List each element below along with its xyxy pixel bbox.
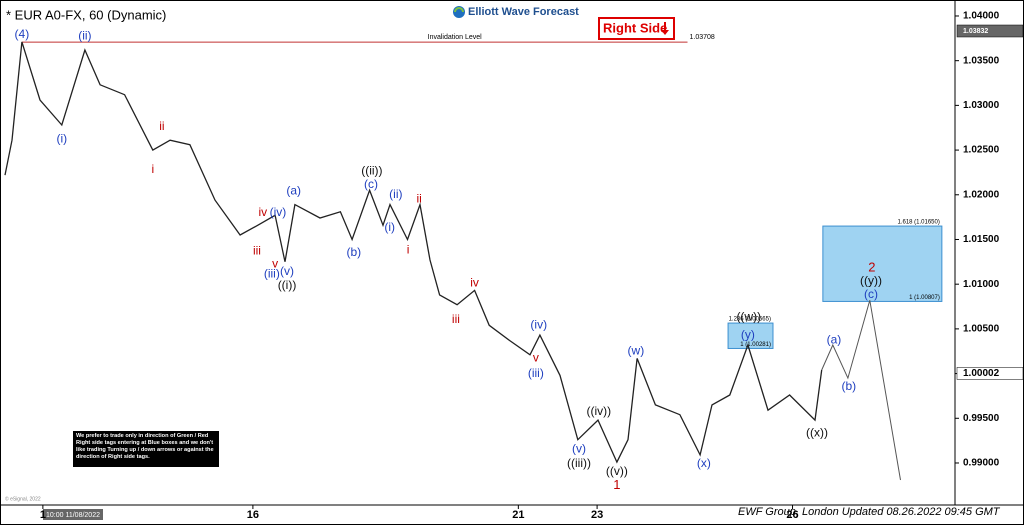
- price-line: [821, 300, 901, 481]
- copyright: © eSignal, 2022: [5, 495, 41, 502]
- tag-arrow: [661, 22, 669, 35]
- logo: Elliott Wave Forecast: [453, 6, 579, 18]
- wave-label: (i): [384, 220, 395, 234]
- wave-label: (ii): [389, 187, 402, 201]
- wave-label: (iii): [528, 366, 544, 380]
- box-upper-label: 1.618 (1.01650): [897, 220, 939, 226]
- footer: EWF Group, London Updated 08.26.2022 09:…: [738, 506, 1001, 518]
- wave-label: (v): [280, 264, 294, 278]
- wave-label: (v): [572, 442, 586, 456]
- wave-label: (w): [628, 343, 645, 357]
- invalidation-text: Invalidation Level: [428, 34, 483, 41]
- wave-label: 2: [868, 260, 875, 275]
- wave-label: (a): [827, 333, 842, 347]
- wave-label: i: [152, 162, 155, 176]
- y-tick-label: 0.99000: [963, 458, 1000, 469]
- cursor-box: [43, 509, 103, 520]
- box-lower-label: 1 (1.00281): [740, 342, 771, 348]
- price-tag: [956, 367, 1024, 380]
- wave-label: (y): [741, 327, 755, 341]
- right-side-tag: Right Side: [598, 17, 675, 40]
- x-tick-label: 26: [786, 509, 798, 521]
- wave-label: ((iv)): [587, 404, 612, 418]
- price-line: [4, 41, 823, 464]
- wave-label: (a): [286, 183, 301, 197]
- wave-label: iv: [470, 275, 479, 289]
- wave-label: ((i)): [278, 278, 297, 292]
- wave-label: ii: [416, 191, 421, 205]
- wave-label: iv: [258, 205, 267, 219]
- price-tag-label: 1.00002: [963, 368, 1000, 379]
- logo-text: Elliott Wave Forecast: [468, 6, 579, 18]
- disclaimer: We prefer to trade only in direction of …: [73, 431, 219, 467]
- wave-label: (iii): [264, 267, 280, 281]
- y-tick-label: 1.03000: [963, 100, 1000, 111]
- wave-label: (b): [841, 379, 856, 393]
- y-tick-label: 1.02500: [963, 145, 1000, 156]
- wave-label: (iv): [270, 205, 287, 219]
- wave-label: (ii): [78, 29, 91, 43]
- price-tag: [956, 24, 1024, 38]
- wave-label: ((w)): [736, 309, 761, 323]
- tag-box: [598, 17, 675, 40]
- x-tick-label: 16: [247, 509, 259, 521]
- box-lower-label: 1 (1.00807): [909, 295, 940, 301]
- wave-label: ((y)): [860, 274, 882, 288]
- wave-label: (i): [57, 132, 68, 146]
- wave-label: ii: [159, 119, 164, 133]
- y-tick-label: 1.01500: [963, 234, 1000, 245]
- x-tick-label: 21: [512, 509, 524, 521]
- wave-label: (b): [346, 245, 361, 259]
- wave-label: ((ii)): [361, 164, 382, 178]
- y-tick-label: 0.99500: [963, 413, 1000, 424]
- tag-text: Right Side: [603, 20, 667, 35]
- chart-title: * EUR A0-FX, 60 (Dynamic): [6, 7, 166, 22]
- invalidation-value: 1.03708: [690, 34, 715, 41]
- target-box: [727, 322, 774, 349]
- price-tag-label: 1.03832: [963, 28, 988, 35]
- wave-label: 1: [613, 477, 620, 492]
- y-tick-label: 1.04000: [963, 11, 1000, 22]
- wave-label: (c): [864, 287, 878, 301]
- wave-label: v: [533, 351, 539, 365]
- target-box: [822, 225, 943, 302]
- wave-label: ((v)): [606, 464, 628, 478]
- y-tick-label: 1.03500: [963, 55, 1000, 66]
- logo-swoosh: [454, 7, 464, 13]
- box-upper-label: 1.236 (1.00565): [729, 317, 771, 323]
- x-tick-label: 1: [40, 509, 46, 521]
- wave-label: v: [272, 257, 278, 271]
- x-tick-label: 23: [591, 509, 603, 521]
- wave-label: i: [407, 242, 410, 256]
- wave-label: (x): [697, 456, 711, 470]
- wave-label: ((x)): [806, 426, 828, 440]
- cursor-date: 10:00 11/08/2022: [46, 512, 100, 519]
- wave-label: (iv): [530, 317, 547, 331]
- wave-label: iii: [452, 312, 460, 326]
- wave-label: (c): [364, 177, 378, 191]
- y-tick-label: 1.00500: [963, 324, 1000, 335]
- y-tick-label: 1.02000: [963, 189, 1000, 200]
- wave-label: iii: [253, 243, 261, 257]
- wave-label: (4): [15, 27, 30, 41]
- wave-label: ((iii)): [567, 456, 591, 470]
- y-tick-label: 1.01000: [963, 279, 1000, 290]
